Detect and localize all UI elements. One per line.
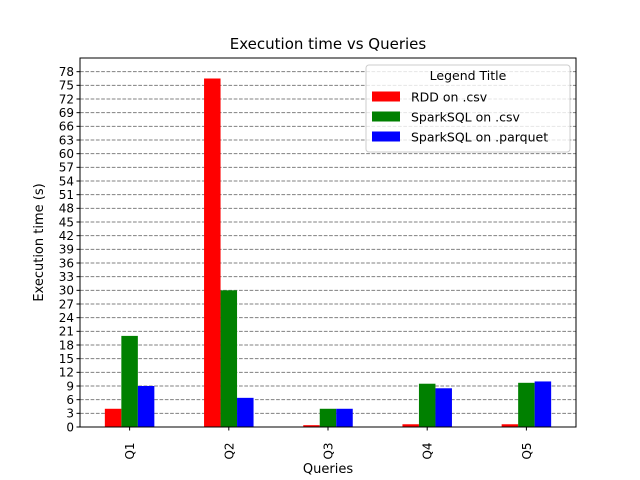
bar-q5-series-1 [501, 424, 519, 427]
legend-swatch [372, 111, 400, 122]
y-tick-label: 27 [59, 297, 74, 311]
x-tick-label: Q2 [222, 442, 236, 459]
x-axis-label: Queries [303, 462, 353, 477]
legend: Legend Title RDD on .csv SparkSQL on .csv… [365, 64, 571, 153]
x-axis-ticks: Q1 Q2 Q3 Q4 Q5 [123, 427, 534, 460]
bar-q4-series-3 [435, 388, 452, 427]
x-tick-label: Q1 [123, 442, 137, 459]
legend-swatch [372, 91, 400, 102]
y-axis-ticks: 0369121518212427303336394245485154576063… [59, 65, 80, 434]
y-tick-label: 57 [59, 161, 74, 175]
bar-q1-series-3 [137, 386, 155, 427]
y-tick-label: 45 [59, 215, 74, 229]
y-tick-label: 51 [59, 188, 74, 202]
y-tick-label: 39 [59, 243, 74, 257]
bar-q1-series-1 [104, 408, 122, 427]
y-tick-label: 78 [59, 65, 74, 79]
bar-q2-series-3 [237, 397, 254, 427]
y-tick-label: 75 [59, 79, 74, 93]
x-tick-label: Q5 [520, 442, 534, 459]
legend-box [365, 64, 571, 153]
y-tick-label: 15 [59, 352, 74, 366]
bars [104, 78, 552, 427]
bar-q4-series-1 [402, 424, 419, 427]
grid-lines [80, 71, 576, 428]
legend-label: RDD on .csv [411, 90, 488, 105]
bar-q4-series-2 [418, 383, 436, 427]
y-tick-label: 72 [59, 92, 74, 106]
y-axis-label: Execution time (s) [32, 183, 47, 301]
legend-swatch [372, 131, 400, 142]
bar-q2-series-2 [220, 290, 238, 427]
x-tick-label: Q3 [322, 442, 336, 459]
legend-title: Legend Title [430, 68, 507, 83]
legend-entries: RDD on .csv SparkSQL on .csv SparkSQL on .… [372, 90, 548, 145]
y-tick-label: 60 [59, 147, 74, 161]
bar-q5-series-3 [534, 381, 552, 427]
y-tick-label: 63 [59, 133, 74, 147]
y-tick-label: 9 [66, 379, 74, 393]
y-tick-label: 54 [59, 174, 74, 188]
x-tick-label: Q4 [421, 442, 435, 459]
y-tick-label: 21 [59, 325, 74, 339]
bar-q2-series-1 [204, 78, 221, 427]
bar-q3-series-2 [319, 408, 337, 427]
bar-q3-series-3 [336, 408, 353, 427]
y-tick-label: 6 [66, 393, 74, 407]
y-tick-label: 18 [59, 338, 74, 352]
y-tick-label: 30 [59, 284, 74, 298]
y-tick-label: 0 [66, 420, 74, 434]
y-tick-label: 36 [59, 256, 74, 270]
legend-label: SparkSQL on .csv [411, 110, 521, 125]
y-tick-label: 66 [59, 120, 74, 134]
y-tick-label: 42 [59, 229, 74, 243]
y-tick-label: 33 [59, 270, 74, 284]
bar-q1-series-2 [121, 335, 138, 427]
y-tick-label: 24 [59, 311, 74, 325]
y-tick-label: 12 [59, 366, 74, 380]
bar-q5-series-2 [518, 382, 535, 427]
bar-q3-series-1 [303, 425, 320, 427]
legend-label: SparkSQL on .parquet [411, 130, 548, 145]
chart-title: Execution time vs Queries [230, 35, 427, 53]
y-tick-label: 69 [59, 106, 74, 120]
y-tick-label: 3 [66, 407, 74, 421]
y-tick-label: 48 [59, 202, 74, 216]
